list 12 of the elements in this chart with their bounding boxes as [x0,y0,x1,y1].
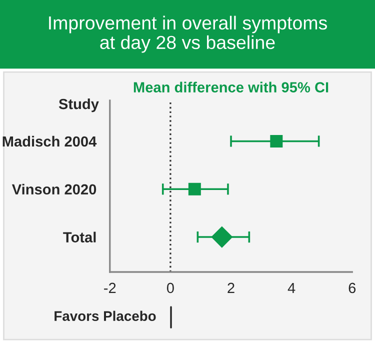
x-tick-label: 6 [348,282,356,294]
x-tick-label: 4 [288,282,296,293]
y-tick-label: Vinson 2020 [12,184,96,195]
x-tick-label: 2 [228,282,234,293]
y-axis-title: Study [58,98,99,112]
x-tick-label: -2 [104,282,116,293]
text: Favors Placebo [54,310,156,322]
y-tick-label: Total [63,232,96,242]
chart-title: Improvement in overall symptoms at day 28 vs baseline [49,16,327,53]
x-tick-label: 0 [166,282,174,294]
chart-subtitle: Mean difference with 95% CI [134,82,328,92]
y-tick-label: Madisch 2004 [2,136,97,147]
